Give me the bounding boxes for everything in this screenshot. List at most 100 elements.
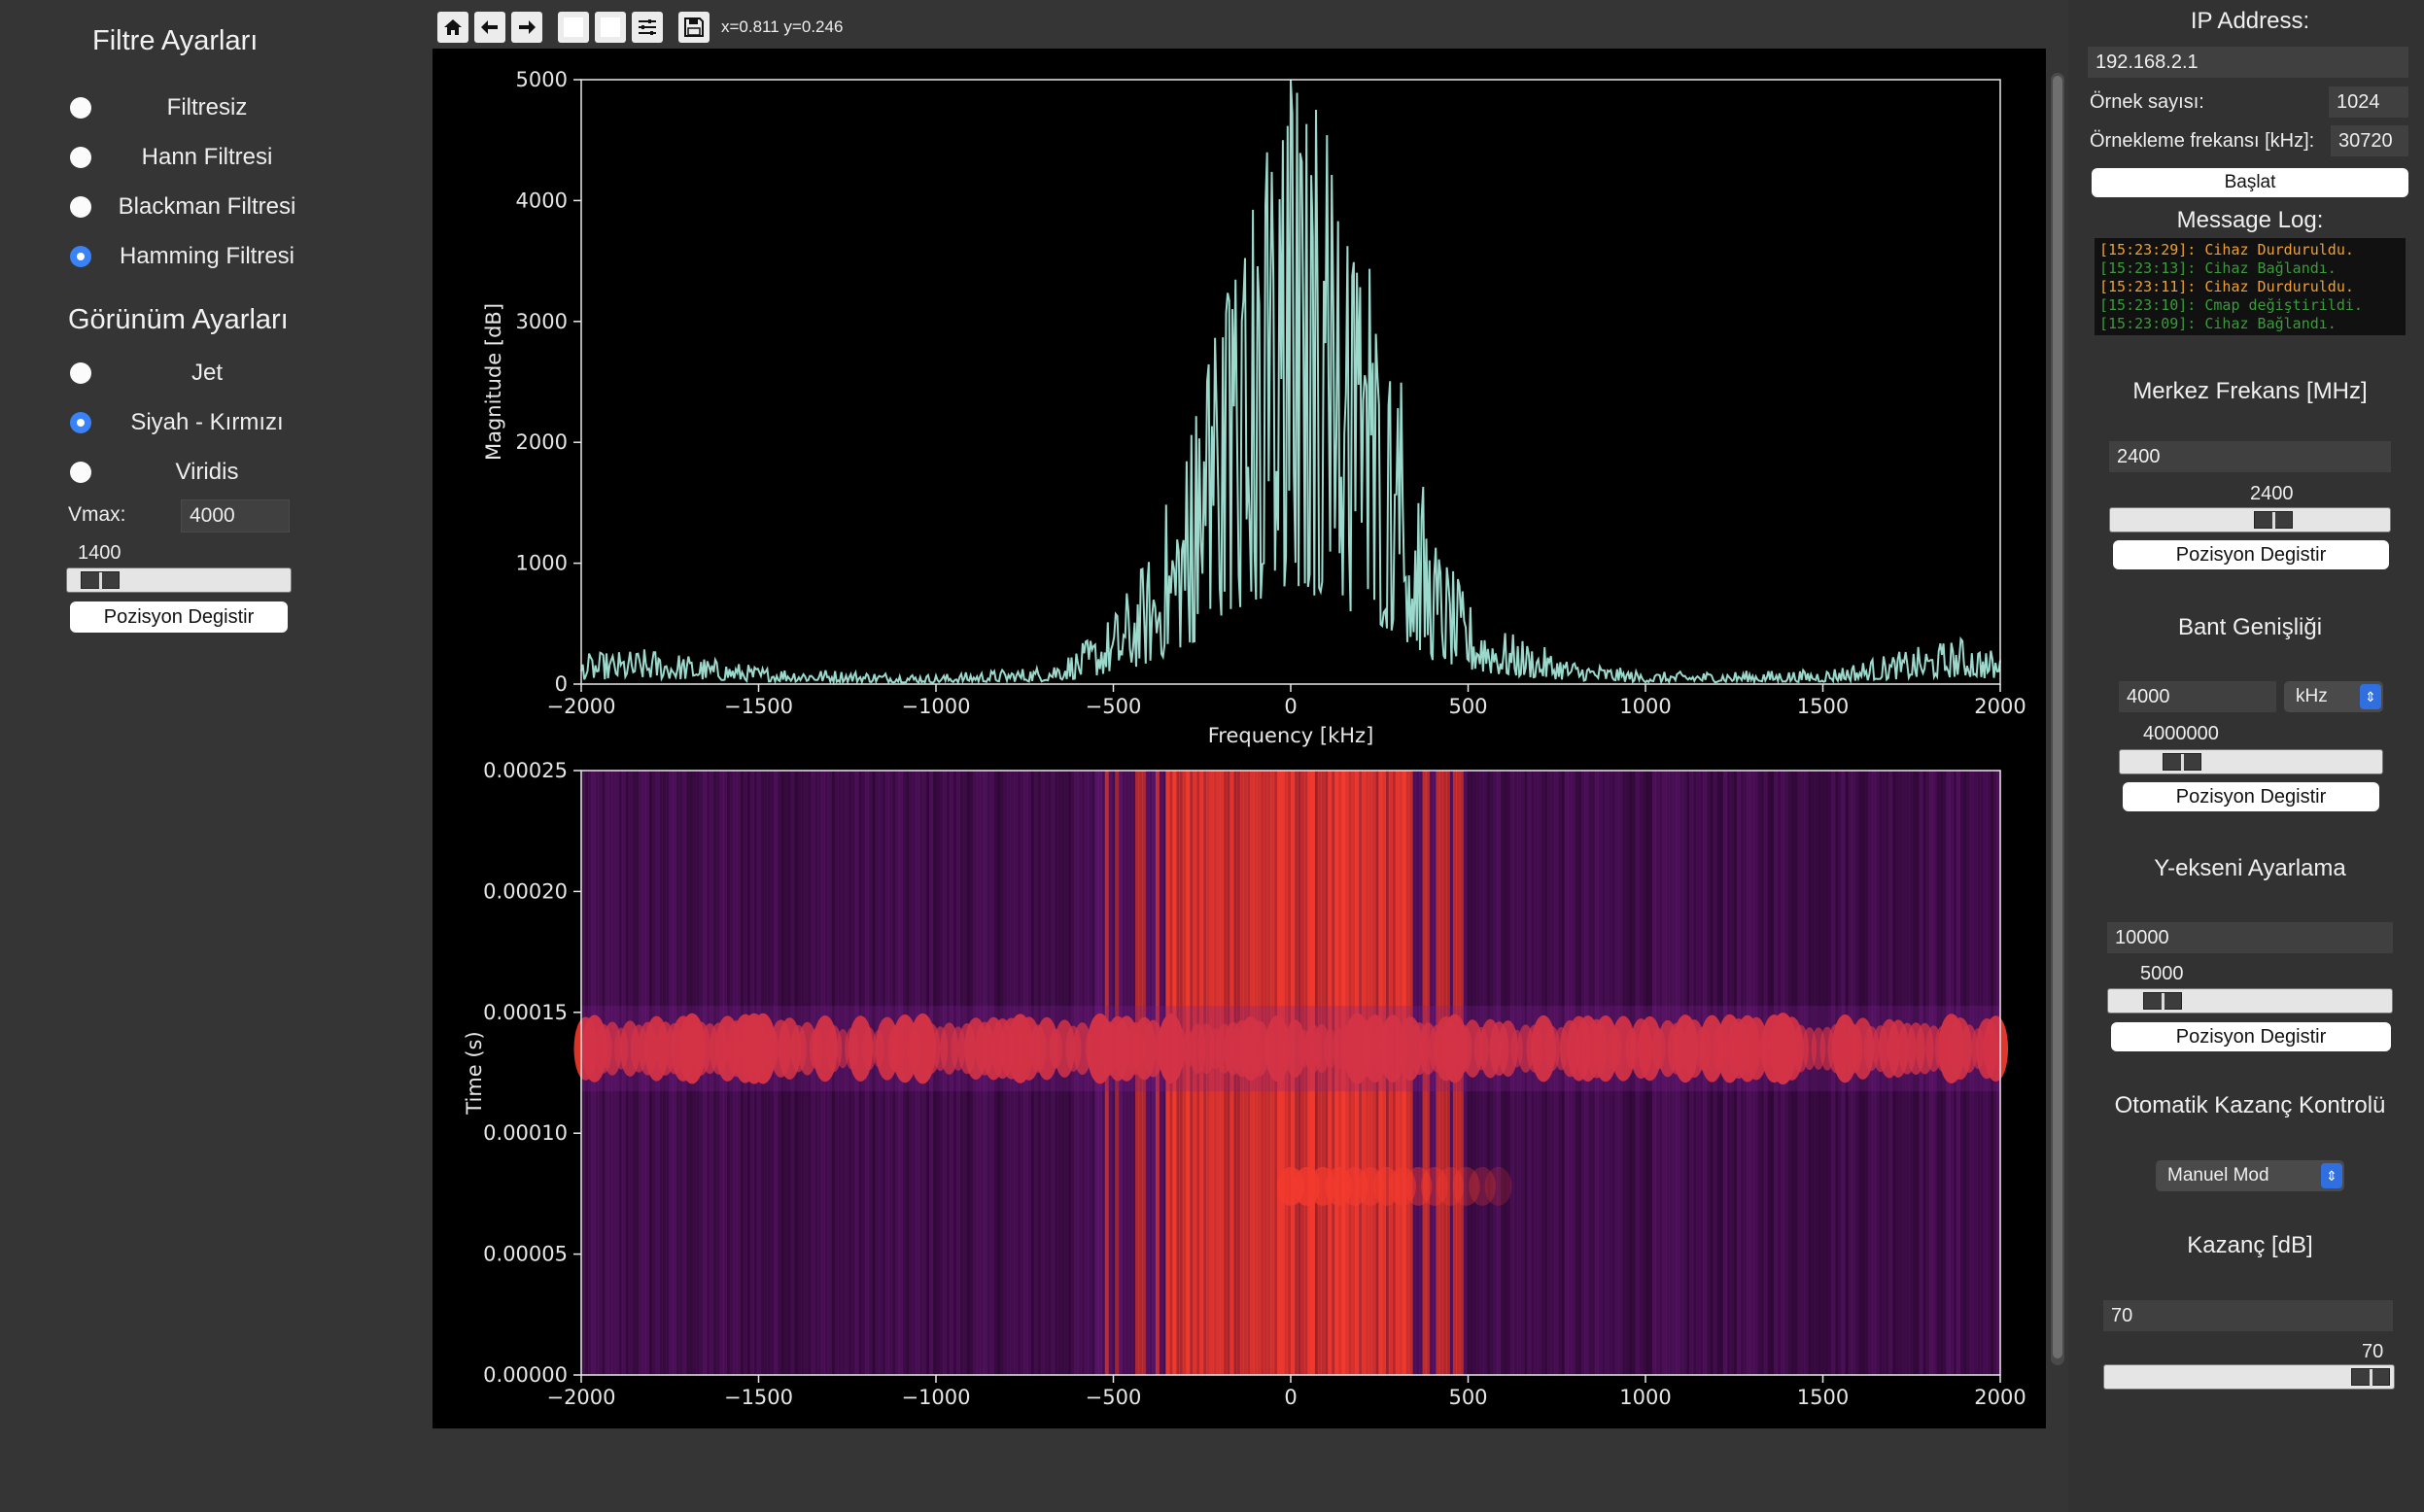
radio-jet[interactable]: Jet bbox=[70, 354, 323, 393]
bandwidth-position-button[interactable]: Pozisyon Degistir bbox=[2123, 782, 2379, 811]
center-frequency-slider[interactable] bbox=[2109, 507, 2391, 533]
vmax-slider[interactable] bbox=[66, 567, 292, 593]
spectrogram-column bbox=[1037, 771, 1042, 1375]
y-axis-slider[interactable] bbox=[2107, 988, 2393, 1014]
zoom-icon[interactable] bbox=[595, 12, 626, 43]
spectrogram-column bbox=[1341, 771, 1346, 1375]
sample-count-input[interactable]: 1024 bbox=[2329, 86, 2408, 118]
x-tick-label: 0 bbox=[1284, 1386, 1297, 1409]
filter-settings-title: Filtre Ayarları bbox=[92, 25, 259, 56]
configure-subplots-icon[interactable] bbox=[632, 12, 663, 43]
log-entry: [15:23:11]: Cihaz Durduruldu. bbox=[2099, 278, 2354, 295]
spectrogram-burst bbox=[1388, 1166, 1416, 1206]
spectrogram-column bbox=[1976, 771, 1981, 1375]
spectrogram-column bbox=[1300, 771, 1305, 1375]
spectrogram-column bbox=[1334, 771, 1339, 1375]
radio-button-icon[interactable] bbox=[70, 362, 91, 384]
start-button[interactable]: Başlat bbox=[2092, 168, 2408, 197]
radio-hann[interactable]: Hann Filtresi bbox=[70, 138, 323, 177]
slider-handle[interactable] bbox=[2163, 753, 2201, 772]
spectrogram-column bbox=[1216, 771, 1221, 1375]
slider-handle[interactable] bbox=[81, 571, 120, 590]
sample-rate-input[interactable]: 30720 bbox=[2331, 125, 2408, 156]
center-frequency-slider-value: 2400 bbox=[2250, 483, 2294, 504]
vmax-input[interactable]: 4000 bbox=[181, 499, 290, 533]
center-frequency-input[interactable]: 2400 bbox=[2109, 441, 2391, 472]
spectrogram-column bbox=[669, 771, 674, 1375]
spectrogram-column bbox=[1939, 771, 1944, 1375]
radio-button-icon[interactable] bbox=[70, 462, 91, 483]
x-tick-label: −1500 bbox=[724, 695, 793, 718]
spectrogram-column bbox=[1220, 771, 1225, 1375]
spectrogram-column bbox=[1476, 771, 1481, 1375]
radio-button-icon[interactable] bbox=[70, 97, 91, 119]
radio-blackman[interactable]: Blackman Filtresi bbox=[70, 188, 323, 226]
y-axis-position-button[interactable]: Pozisyon Degistir bbox=[2111, 1022, 2391, 1051]
agc-mode-select[interactable]: Manuel Mod ⇕ bbox=[2156, 1160, 2344, 1191]
spectrogram-column bbox=[1932, 771, 1937, 1375]
matplotlib-figure[interactable]: −2000 −2000 −1500 −1500 −1000 −1000 −500 −500 0 0… bbox=[433, 49, 2046, 1428]
view-settings-title: Görünüm Ayarları bbox=[68, 304, 289, 335]
pan-icon[interactable] bbox=[558, 12, 589, 43]
spectrogram-column bbox=[868, 771, 873, 1375]
center-frequency-position-button[interactable]: Pozisyon Degistir bbox=[2113, 540, 2389, 569]
spectrogram-column bbox=[1800, 771, 1805, 1375]
spectrogram-column bbox=[621, 771, 626, 1375]
spectrogram-column bbox=[955, 771, 960, 1375]
spectrogram-column bbox=[1199, 771, 1204, 1375]
gain-input[interactable]: 70 bbox=[2103, 1300, 2393, 1331]
ip-address-input[interactable]: 192.168.2.1 bbox=[2088, 47, 2408, 78]
spectrogram-burst bbox=[1484, 1166, 1512, 1206]
x-tick-label: 1500 bbox=[1797, 1386, 1849, 1409]
bandwidth-slider[interactable] bbox=[2119, 749, 2383, 774]
spectrogram-column bbox=[1463, 771, 1468, 1375]
y-tick-label: 0.00005 bbox=[483, 1243, 568, 1266]
radio-siyah-kirmizi[interactable]: Siyah - Kırmızı bbox=[70, 403, 323, 442]
radio-label: Filtresiz bbox=[166, 94, 248, 120]
spectrogram-column bbox=[811, 771, 815, 1375]
spectrogram-column bbox=[1337, 771, 1342, 1375]
spectrogram-column bbox=[1561, 771, 1566, 1375]
spectrogram-column bbox=[1824, 771, 1829, 1375]
radio-button-checked-icon[interactable] bbox=[70, 246, 91, 267]
spectrogram-column bbox=[1513, 771, 1518, 1375]
slider-handle[interactable] bbox=[2254, 511, 2293, 530]
spectrogram-column bbox=[1074, 771, 1079, 1375]
gain-slider-value: 70 bbox=[2362, 1341, 2384, 1362]
figure-canvas[interactable]: −2000 −2000 −1500 −1500 −1000 −1000 −500 −500 0 0… bbox=[433, 49, 2046, 1428]
slider-handle[interactable] bbox=[2143, 992, 2182, 1011]
spectrogram-column bbox=[1284, 771, 1289, 1375]
log-entry: [15:23:13]: Cihaz Bağlandı. bbox=[2099, 259, 2337, 277]
y-tick-label: 0 bbox=[555, 672, 568, 696]
radio-button-icon[interactable] bbox=[70, 147, 91, 168]
spectrogram-column bbox=[1875, 771, 1880, 1375]
y-axis-input[interactable]: 10000 bbox=[2107, 922, 2393, 953]
bandwidth-unit-select[interactable]: kHz ⇕ bbox=[2284, 681, 2383, 712]
bandwidth-input[interactable]: 4000 bbox=[2119, 681, 2276, 712]
radio-button-icon[interactable] bbox=[70, 196, 91, 218]
radio-button-checked-icon[interactable] bbox=[70, 412, 91, 433]
left-position-button[interactable]: Pozisyon Degistir bbox=[70, 601, 288, 633]
radio-viridis[interactable]: Viridis bbox=[70, 453, 323, 492]
forward-arrow-icon[interactable] bbox=[511, 12, 542, 43]
spectrogram-column bbox=[1973, 771, 1978, 1375]
cursor-coordinates: x=0.811 y=0.246 bbox=[721, 17, 844, 36]
radio-hamming[interactable]: Hamming Filtresi bbox=[70, 237, 323, 276]
spectrogram-column bbox=[845, 771, 849, 1375]
home-icon[interactable] bbox=[437, 12, 468, 43]
spectrogram-column bbox=[618, 771, 623, 1375]
save-icon[interactable] bbox=[678, 12, 710, 43]
spectrogram-column bbox=[848, 771, 852, 1375]
figure-scrollbar-thumb[interactable] bbox=[2053, 76, 2062, 1358]
y-axis-title: Y-ekseni Ayarlama bbox=[2154, 855, 2346, 881]
slider-handle[interactable] bbox=[2351, 1368, 2390, 1387]
back-arrow-icon[interactable] bbox=[474, 12, 505, 43]
radio-filtresiz[interactable]: Filtresiz bbox=[70, 88, 323, 127]
spectrogram-burst bbox=[862, 1027, 877, 1071]
message-log[interactable]: [15:23:29]: Cihaz Durduruldu. [15:23:13]… bbox=[2095, 238, 2406, 335]
spectrogram-column bbox=[1520, 771, 1525, 1375]
spectrogram-column bbox=[1909, 771, 1914, 1375]
gain-slider[interactable] bbox=[2103, 1364, 2395, 1390]
spectrogram-burst bbox=[1452, 1166, 1480, 1206]
spectrogram-column bbox=[800, 771, 806, 1375]
